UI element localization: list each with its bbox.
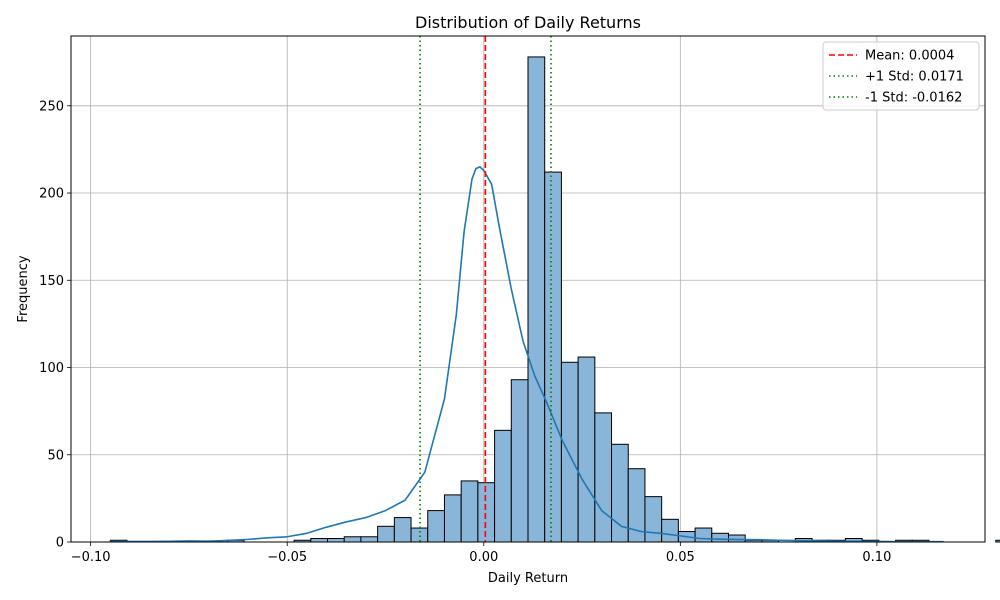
plot-frame [70, 35, 986, 543]
x-tick-label: 0.05 [666, 550, 695, 565]
histogram-bar [661, 518, 679, 543]
histogram-bar [393, 517, 412, 543]
x-tick-label: 0.00 [469, 550, 498, 565]
histogram-bar [727, 534, 746, 543]
histogram-bars [109, 56, 1000, 543]
reference-lines [419, 36, 552, 542]
histogram-bar [427, 510, 445, 543]
legend: Mean: 0.0004 +1 Std: 0.0171 -1 Std: -0.016… [822, 41, 980, 111]
y-tick-label: 200 [39, 187, 64, 202]
x-tick-label: −0.10 [71, 550, 111, 565]
axis-ticks: −0.10 −0.05 0.00 0.05 0.10 0 50 100 150 200 250 [39, 99, 891, 565]
histogram-bar [544, 171, 562, 543]
legend-label: +1 Std: 0.0171 [865, 70, 964, 85]
histogram-bar [327, 538, 345, 543]
y-axis-label: Frequency [16, 255, 31, 322]
histogram-bar [995, 539, 1000, 543]
y-tick-label: 50 [47, 448, 64, 463]
histogram-bar [377, 525, 395, 543]
y-tick-label: 250 [39, 99, 64, 114]
histogram-bar [460, 480, 479, 543]
histogram-bar [644, 496, 663, 543]
x-tick-label: 0.10 [862, 550, 891, 565]
histogram-bar [527, 56, 546, 543]
histogram-bar [577, 356, 596, 543]
legend-label: -1 Std: -0.0162 [865, 91, 962, 106]
y-tick-label: 100 [39, 361, 64, 376]
histogram-bar [477, 482, 496, 543]
x-tick-label: −0.05 [267, 550, 307, 565]
histogram-bar [594, 412, 613, 543]
chart-title: Distribution of Daily Returns [415, 13, 641, 32]
histogram-bar [694, 527, 713, 543]
histogram-bar [360, 536, 379, 543]
kde-line [110, 166, 944, 543]
histogram-bar [410, 527, 429, 543]
legend-box [822, 41, 980, 111]
histogram-bar [711, 532, 729, 543]
y-tick-label: 150 [39, 274, 64, 289]
histogram-bar [443, 494, 462, 543]
histogram-bar [560, 361, 579, 543]
histogram-bar [343, 536, 362, 543]
histogram-bar [494, 429, 512, 543]
kde-curve-layer [110, 166, 944, 543]
histogram-bar [510, 379, 529, 543]
histogram-bar [310, 538, 329, 543]
y-tick-label: 0 [56, 536, 64, 551]
x-axis-label: Daily Return [488, 571, 568, 586]
legend-label: Mean: 0.0004 [865, 49, 954, 64]
